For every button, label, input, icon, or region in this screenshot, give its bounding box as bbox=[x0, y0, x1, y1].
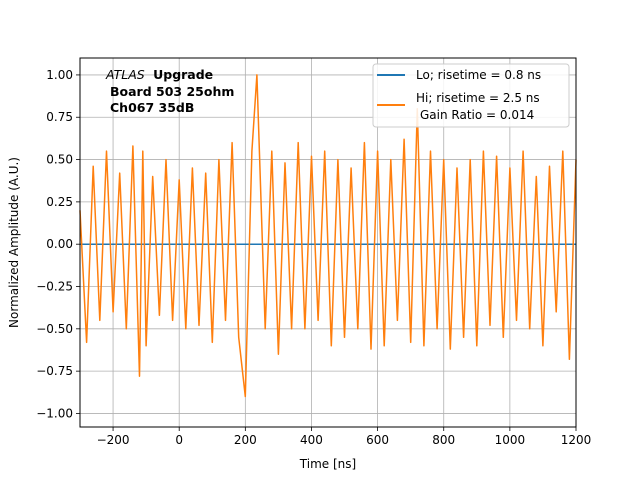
legend-box bbox=[372, 63, 570, 128]
y-tick-label: −1.00 bbox=[36, 406, 73, 420]
y-axis-title: Normalized Amplitude (A.U.) bbox=[7, 157, 21, 328]
x-tick-label: 800 bbox=[432, 433, 455, 447]
y-tick-label: −0.50 bbox=[36, 322, 73, 336]
y-tick-label: 0.00 bbox=[46, 237, 73, 251]
plot-frame bbox=[79, 57, 577, 428]
annotation-line-1: ATLAS Upgrade bbox=[105, 67, 213, 82]
atlas-annotation: ATLAS Upgrade Board 503 25ohm Ch067 35dB bbox=[105, 67, 234, 115]
x-tick-label: 600 bbox=[366, 433, 389, 447]
y-tick-label: 0.25 bbox=[46, 195, 73, 209]
legend: Lo; risetime = 0.8 ns Hi; risetime = 2.5… bbox=[372, 63, 570, 128]
y-tick-label: 0.75 bbox=[46, 110, 73, 124]
annotation-line-3: Ch067 35dB bbox=[110, 100, 194, 115]
x-axis-title: Time [ns] bbox=[299, 457, 356, 471]
x-tick-label: −200 bbox=[97, 433, 130, 447]
legend-label-hi: Hi; risetime = 2.5 ns bbox=[416, 91, 540, 105]
annotation-upgrade: Upgrade bbox=[153, 67, 213, 82]
legend-label-hi-gain: Gain Ratio = 0.014 bbox=[420, 108, 534, 122]
x-tick-label: 200 bbox=[234, 433, 257, 447]
legend-label-lo: Lo; risetime = 0.8 ns bbox=[416, 68, 541, 82]
x-tick-label: 0 bbox=[175, 433, 183, 447]
y-tick-label: −0.75 bbox=[36, 364, 73, 378]
x-tick-label: 1000 bbox=[495, 433, 526, 447]
tick-layer: −200 0 200 400 600 800 1000 1200 −1.00 −0.75 −0.50… bbox=[36, 68, 591, 447]
y-tick-label: −0.25 bbox=[36, 280, 73, 294]
annotation-line-2: Board 503 25ohm bbox=[110, 84, 234, 99]
series-hi-line bbox=[79, 74, 577, 398]
series-layer bbox=[79, 74, 577, 398]
y-tick-label: 1.00 bbox=[46, 68, 73, 82]
x-tick-label: 400 bbox=[300, 433, 323, 447]
annotation-atlas: ATLAS bbox=[105, 67, 145, 82]
y-tick-label: 0.50 bbox=[46, 153, 73, 167]
x-tick-label: 1200 bbox=[561, 433, 592, 447]
